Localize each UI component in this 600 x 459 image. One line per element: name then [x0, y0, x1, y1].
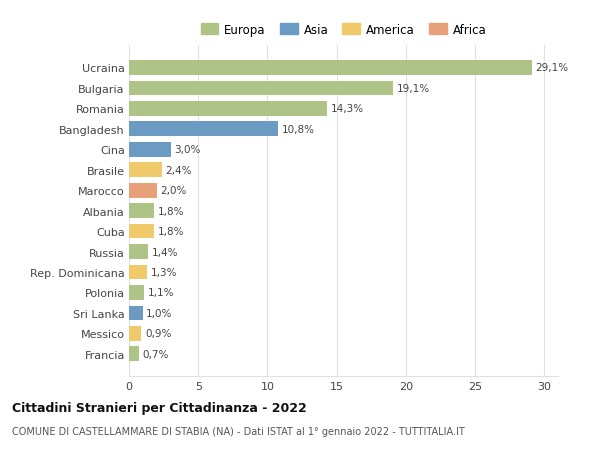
Bar	[129, 102, 327, 117]
Text: 1,8%: 1,8%	[157, 227, 184, 236]
Text: 3,0%: 3,0%	[174, 145, 200, 155]
Text: 29,1%: 29,1%	[535, 63, 568, 73]
Bar	[129, 204, 154, 218]
Bar	[129, 306, 143, 320]
Text: 1,8%: 1,8%	[157, 206, 184, 216]
Text: 0,7%: 0,7%	[142, 349, 169, 359]
Bar	[129, 245, 148, 259]
Bar	[129, 224, 154, 239]
Text: Cittadini Stranieri per Cittadinanza - 2022: Cittadini Stranieri per Cittadinanza - 2…	[12, 401, 307, 414]
Text: 2,0%: 2,0%	[160, 186, 187, 196]
Text: 1,0%: 1,0%	[146, 308, 173, 318]
Bar	[129, 347, 139, 361]
Text: 19,1%: 19,1%	[397, 84, 430, 94]
Legend: Europa, Asia, America, Africa: Europa, Asia, America, Africa	[196, 19, 491, 41]
Text: 1,1%: 1,1%	[148, 288, 174, 298]
Bar	[129, 326, 142, 341]
Text: 2,4%: 2,4%	[166, 165, 192, 175]
Text: 0,9%: 0,9%	[145, 329, 171, 339]
Text: 1,4%: 1,4%	[152, 247, 178, 257]
Text: 1,3%: 1,3%	[151, 268, 177, 277]
Bar	[129, 285, 144, 300]
Text: COMUNE DI CASTELLAMMARE DI STABIA (NA) - Dati ISTAT al 1° gennaio 2022 - TUTTITA: COMUNE DI CASTELLAMMARE DI STABIA (NA) -…	[12, 426, 465, 436]
Text: 14,3%: 14,3%	[331, 104, 364, 114]
Bar	[129, 122, 278, 137]
Bar	[129, 81, 394, 96]
Bar	[129, 184, 157, 198]
Bar	[129, 61, 532, 76]
Bar	[129, 163, 162, 178]
Text: 10,8%: 10,8%	[282, 124, 315, 134]
Bar	[129, 265, 147, 280]
Bar	[129, 143, 170, 157]
